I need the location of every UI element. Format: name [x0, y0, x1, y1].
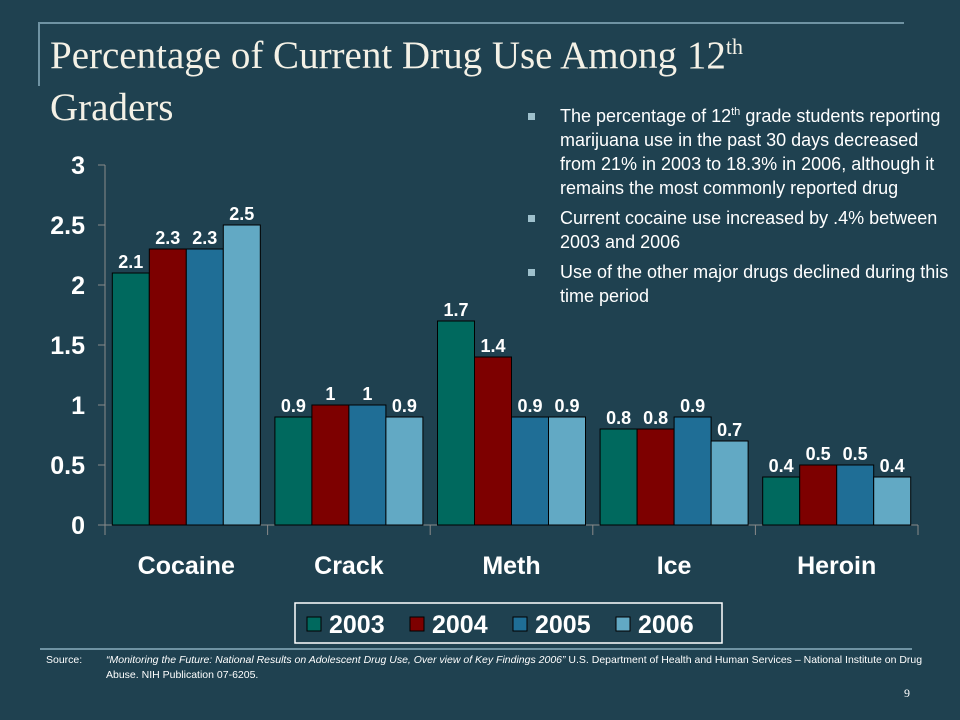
data-label: 0.7	[717, 420, 742, 440]
bar	[148, 248, 187, 526]
bar	[710, 440, 749, 526]
bar	[799, 464, 838, 526]
legend-label: 2003	[329, 611, 385, 639]
bar	[437, 320, 475, 526]
data-label: 1.7	[443, 300, 468, 320]
title-superscript: th	[725, 34, 743, 59]
legend-label: 2005	[535, 611, 591, 639]
bullet-text: Current cocaine use increased by .4% bet…	[560, 208, 938, 252]
data-label: 1	[362, 384, 372, 404]
bullet-item: Use of the other major drugs declined du…	[524, 260, 954, 308]
bar	[873, 476, 912, 526]
bullet-item: The percentage of 12th grade students re…	[524, 104, 954, 200]
data-label: 0.9	[392, 396, 417, 416]
legend-swatch	[512, 616, 528, 632]
bullet-square-icon	[528, 113, 535, 120]
title-tail: Graders	[50, 86, 174, 129]
data-label: 0.4	[880, 456, 905, 476]
y-tick-label: 3	[71, 152, 85, 180]
x-tick-label: Ice	[657, 552, 692, 580]
bar	[636, 428, 675, 526]
data-label: 0.8	[643, 408, 668, 428]
legend-swatch	[306, 616, 322, 632]
bar	[222, 224, 261, 526]
data-label: 0.5	[843, 444, 868, 464]
x-tick-label: Heroin	[797, 552, 876, 580]
bar	[185, 248, 224, 526]
bar	[762, 476, 801, 526]
data-label: 0.9	[517, 396, 542, 416]
data-label: 2.3	[155, 228, 180, 248]
data-label: 0.9	[680, 396, 705, 416]
bar	[311, 404, 350, 526]
x-tick-label: Crack	[314, 552, 384, 580]
bar-chart: 0 0.5 1 1.5 2 2.5 3 2.1 2.3 2.3 2.5 Cocaine 0.9 1 1 0.9…	[50, 152, 919, 644]
title-top-rule	[38, 22, 904, 24]
data-label: 0.9	[554, 396, 579, 416]
source-publisher: U.S. Department of Health and Human Serv…	[106, 654, 923, 681]
data-label: 0.8	[606, 408, 631, 428]
x-tick-label: Meth	[482, 552, 540, 580]
source-note: Source: “Monitoring the Future: National…	[46, 653, 926, 683]
data-label: 0.5	[806, 444, 831, 464]
data-label: 1	[325, 384, 335, 404]
data-label: 0.4	[769, 456, 794, 476]
bar	[836, 464, 875, 526]
y-tick-label: 1	[71, 392, 85, 420]
y-tick-label: 1.5	[50, 332, 85, 360]
slide-title: Percentage of Current Drug Use Among 12t…	[50, 30, 910, 134]
bar	[385, 416, 424, 526]
legend-label: 2006	[638, 611, 694, 639]
y-tick-label: 0.5	[50, 452, 85, 480]
footer-rule	[40, 648, 912, 650]
title-main: Percentage of Current Drug Use Among 12	[50, 34, 726, 77]
bar	[274, 416, 313, 526]
y-tick-label: 0	[71, 512, 85, 540]
x-tick-label: Cocaine	[138, 552, 235, 580]
data-label: 2.3	[192, 228, 217, 248]
title-side-rule	[38, 22, 40, 86]
source-citation: “Monitoring the Future: National Results…	[106, 654, 566, 666]
bar	[673, 416, 712, 526]
data-label: 2.5	[229, 204, 254, 224]
legend-swatch	[409, 616, 425, 632]
bar	[599, 428, 638, 526]
bullet-text-before: The percentage of 12	[560, 106, 732, 126]
bullet-square-icon	[528, 269, 535, 276]
legend-label: 2004	[432, 611, 488, 639]
y-tick-label: 2.5	[50, 212, 85, 240]
bullet-item: Current cocaine use increased by .4% bet…	[524, 206, 954, 254]
bar	[511, 416, 549, 526]
legend-box	[294, 602, 723, 644]
bullet-list: The percentage of 12th grade students re…	[524, 104, 954, 314]
bar	[474, 356, 512, 526]
page-number: 9	[904, 686, 910, 700]
data-label: 0.9	[281, 396, 306, 416]
y-tick-label: 2	[71, 272, 85, 300]
source-body: “Monitoring the Future: National Results…	[106, 653, 926, 683]
legend-swatch	[615, 616, 631, 632]
bullet-text: Use of the other major drugs declined du…	[560, 262, 949, 306]
data-label: 1.4	[480, 336, 505, 356]
bar	[548, 416, 586, 526]
bullet-text-after: grade students reporting marijuana use i…	[560, 106, 941, 198]
bullet-square-icon	[528, 215, 535, 222]
bar	[348, 404, 387, 526]
source-label: Source:	[46, 654, 83, 666]
bar	[111, 272, 150, 526]
data-label: 2.1	[118, 252, 143, 272]
bullet-superscript: th	[731, 106, 741, 118]
